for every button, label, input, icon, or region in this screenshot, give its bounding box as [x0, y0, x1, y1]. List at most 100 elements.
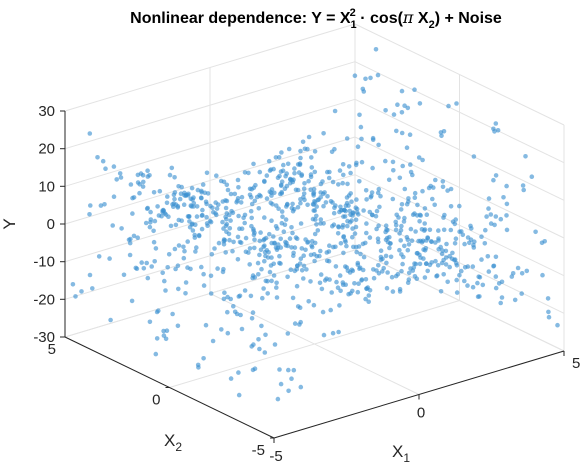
data-point — [298, 200, 303, 206]
data-point — [501, 195, 506, 200]
data-point — [228, 191, 234, 197]
data-point — [402, 215, 407, 221]
data-point — [354, 210, 360, 215]
data-point — [163, 288, 168, 293]
data-point — [238, 200, 244, 205]
data-point — [191, 195, 196, 200]
data-point — [363, 76, 368, 82]
data-point — [294, 267, 300, 272]
data-point — [247, 262, 252, 267]
data-point — [242, 170, 248, 175]
data-point — [285, 161, 291, 167]
data-point — [147, 224, 153, 230]
data-point — [348, 170, 353, 176]
data-point — [318, 190, 324, 195]
data-point — [287, 236, 293, 241]
data-point — [79, 289, 84, 294]
data-point — [442, 212, 447, 218]
data-point — [399, 223, 404, 229]
data-points — [70, 47, 560, 402]
data-point — [221, 296, 227, 302]
data-point — [289, 245, 294, 250]
data-point — [131, 195, 137, 200]
data-point — [440, 184, 446, 190]
data-point — [470, 284, 476, 290]
data-point — [462, 265, 468, 270]
data-point — [337, 273, 343, 278]
data-point — [268, 263, 274, 268]
data-point — [533, 229, 538, 235]
data-point — [338, 208, 344, 213]
data-point — [298, 197, 303, 202]
data-point — [201, 271, 206, 277]
data-point — [117, 171, 123, 176]
data-point — [156, 308, 161, 314]
data-point — [429, 260, 435, 265]
data-point — [498, 300, 504, 306]
data-point — [303, 247, 308, 253]
data-point — [248, 293, 254, 299]
data-point — [156, 213, 162, 218]
data-point — [221, 179, 227, 185]
data-point — [306, 134, 312, 140]
data-point — [290, 201, 295, 207]
data-point — [453, 236, 459, 241]
data-point — [271, 234, 276, 239]
data-point — [311, 186, 317, 192]
data-point — [431, 185, 436, 190]
data-point — [204, 170, 210, 176]
data-point — [297, 305, 303, 311]
data-point — [378, 248, 384, 253]
data-point — [295, 162, 301, 167]
data-point — [376, 186, 382, 192]
data-point — [467, 240, 472, 246]
data-point — [390, 196, 396, 202]
data-point — [269, 278, 274, 284]
data-point — [277, 367, 282, 372]
data-point — [402, 243, 407, 249]
data-point — [283, 217, 289, 222]
data-point — [366, 299, 372, 305]
data-point — [422, 206, 428, 211]
data-point — [410, 268, 416, 273]
data-point — [274, 285, 279, 290]
data-point — [289, 376, 294, 382]
data-point — [95, 155, 100, 160]
data-point — [519, 271, 525, 276]
data-point — [238, 240, 244, 246]
data-point — [408, 169, 414, 175]
data-point — [413, 261, 419, 267]
data-point — [231, 239, 236, 245]
y-tick-label: -20 — [33, 291, 55, 308]
data-point — [330, 179, 336, 185]
data-point — [341, 250, 346, 256]
data-point — [343, 282, 349, 288]
data-point — [332, 205, 337, 210]
data-point — [87, 212, 92, 217]
data-point — [346, 193, 352, 198]
data-point — [334, 279, 339, 285]
data-point — [332, 108, 338, 114]
data-point — [448, 204, 454, 209]
data-point — [446, 103, 451, 109]
data-point — [390, 289, 396, 294]
data-point — [224, 182, 230, 188]
data-point — [302, 181, 307, 186]
data-point — [222, 238, 228, 243]
data-point — [223, 223, 229, 228]
data-point — [119, 226, 124, 231]
data-point — [440, 179, 446, 184]
data-point — [371, 275, 377, 281]
data-point — [343, 203, 349, 208]
data-point — [261, 237, 266, 243]
data-point — [166, 214, 171, 219]
data-point — [322, 190, 327, 195]
data-point — [359, 277, 365, 282]
data-point — [161, 328, 166, 334]
data-point — [361, 254, 367, 260]
data-point — [330, 330, 336, 336]
data-point — [308, 172, 314, 177]
data-point — [193, 222, 198, 228]
data-point — [438, 289, 444, 294]
data-point — [176, 243, 182, 248]
